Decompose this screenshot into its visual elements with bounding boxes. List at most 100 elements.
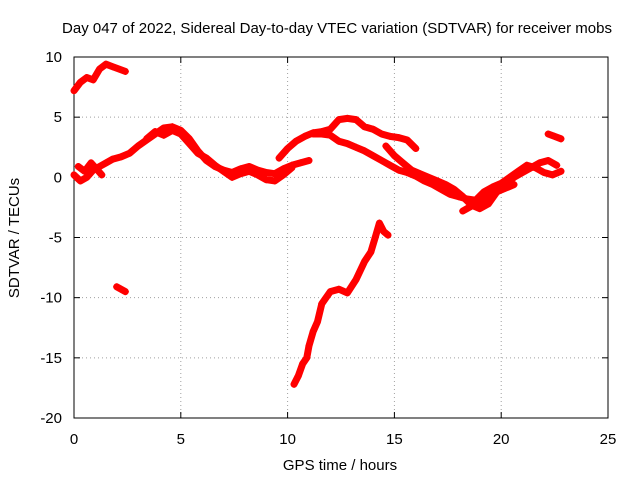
data-point bbox=[433, 177, 441, 185]
data-point bbox=[369, 125, 377, 133]
grid bbox=[74, 57, 608, 418]
data-point bbox=[113, 283, 121, 291]
y-tick-label: -10 bbox=[40, 290, 62, 307]
ticks: 0 5 10 15 20 25 -20 -15 -10 -5 0 5 10 bbox=[40, 49, 616, 448]
data-point bbox=[134, 142, 142, 150]
data-point bbox=[271, 170, 279, 178]
x-tick-label: 25 bbox=[600, 431, 617, 448]
data-point bbox=[484, 193, 492, 201]
data-point bbox=[305, 156, 313, 164]
data-point bbox=[360, 258, 368, 266]
data-point bbox=[343, 114, 351, 122]
data-point bbox=[318, 300, 326, 308]
y-tick-label: 10 bbox=[45, 49, 62, 66]
data-point bbox=[254, 171, 262, 179]
data-point bbox=[288, 164, 296, 172]
data-point bbox=[275, 154, 283, 162]
data-point bbox=[551, 132, 559, 140]
data-point bbox=[151, 128, 159, 136]
data-point bbox=[117, 153, 125, 161]
data-point bbox=[412, 144, 420, 152]
data-point bbox=[296, 159, 304, 167]
data-series bbox=[70, 60, 129, 95]
x-tick-label: 20 bbox=[493, 431, 510, 448]
data-point bbox=[378, 156, 386, 164]
data-series bbox=[74, 159, 106, 179]
data-point bbox=[74, 163, 82, 171]
data-point bbox=[360, 123, 368, 131]
series-trace bbox=[290, 219, 392, 388]
data-point bbox=[91, 164, 99, 172]
y-tick-label: -5 bbox=[49, 230, 62, 247]
data-point bbox=[399, 159, 407, 167]
data-point bbox=[292, 137, 300, 145]
data-point bbox=[314, 318, 322, 326]
data-point bbox=[544, 156, 552, 164]
data-series bbox=[459, 181, 518, 215]
data-point bbox=[143, 135, 151, 143]
data-point bbox=[237, 170, 245, 178]
y-tick-label: 5 bbox=[54, 109, 62, 126]
data-point bbox=[371, 234, 379, 241]
data-point bbox=[160, 124, 168, 132]
data-point bbox=[407, 166, 415, 174]
data-point bbox=[390, 152, 398, 160]
data-point bbox=[386, 132, 394, 140]
data-point bbox=[326, 125, 334, 133]
x-tick-label: 5 bbox=[177, 431, 185, 448]
data-point bbox=[335, 137, 343, 145]
data-point bbox=[343, 289, 351, 297]
data-point bbox=[271, 177, 279, 185]
data-point bbox=[382, 142, 390, 150]
x-tick-label: 15 bbox=[386, 431, 403, 448]
data-point bbox=[102, 159, 110, 167]
data-point bbox=[489, 183, 497, 191]
data-point bbox=[284, 144, 292, 152]
data-point bbox=[510, 181, 518, 189]
data-point bbox=[309, 327, 317, 335]
data-point bbox=[70, 87, 78, 95]
data-point bbox=[83, 73, 91, 81]
data-point bbox=[108, 155, 116, 163]
data-point bbox=[194, 149, 202, 157]
data-series bbox=[382, 142, 561, 213]
data-point bbox=[380, 227, 388, 235]
data-point bbox=[96, 65, 104, 73]
data-point bbox=[403, 136, 411, 144]
data-point bbox=[89, 76, 97, 84]
data-point bbox=[395, 166, 403, 174]
data-point bbox=[301, 132, 309, 140]
data-point bbox=[294, 372, 302, 380]
data-series bbox=[143, 126, 296, 185]
data-point bbox=[378, 130, 386, 138]
data-point bbox=[437, 185, 445, 193]
y-tick-label: -20 bbox=[40, 410, 62, 427]
data-point bbox=[519, 169, 527, 177]
data-point bbox=[425, 173, 433, 181]
data-point bbox=[553, 161, 561, 169]
data-point bbox=[484, 200, 492, 208]
data-point bbox=[309, 130, 317, 138]
data-point bbox=[262, 176, 270, 184]
data-point bbox=[375, 219, 383, 227]
data-point bbox=[98, 171, 106, 179]
x-tick-label: 0 bbox=[70, 431, 78, 448]
y-tick-label: 0 bbox=[54, 169, 62, 186]
data-point bbox=[326, 131, 334, 139]
data-point bbox=[290, 380, 298, 388]
data-point bbox=[450, 185, 458, 193]
data-point bbox=[352, 143, 360, 151]
data-points bbox=[70, 60, 565, 388]
data-point bbox=[395, 134, 403, 142]
y-tick-label: -15 bbox=[40, 350, 62, 367]
data-point bbox=[369, 152, 377, 160]
data-point bbox=[557, 167, 565, 175]
data-point bbox=[352, 276, 360, 284]
data-series bbox=[113, 283, 129, 296]
data-series bbox=[290, 219, 392, 388]
data-point bbox=[76, 177, 84, 185]
data-point bbox=[117, 285, 125, 293]
data-point bbox=[557, 135, 565, 143]
data-point bbox=[83, 173, 91, 181]
